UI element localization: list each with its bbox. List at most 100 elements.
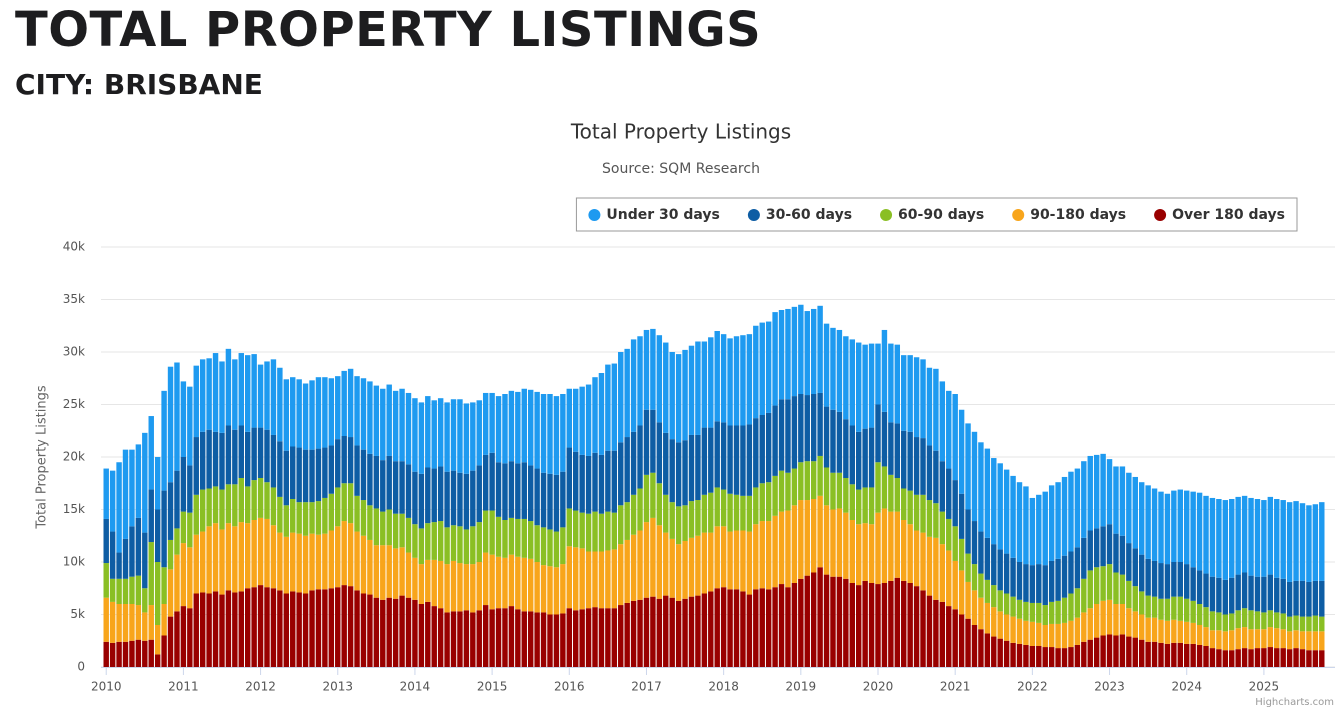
bar-segment bbox=[913, 586, 920, 667]
bar-segment bbox=[978, 573, 984, 598]
y-tick-label: 30k bbox=[63, 345, 85, 359]
bar-segment bbox=[868, 487, 875, 525]
bar-segment bbox=[437, 608, 444, 667]
bar-segment bbox=[830, 327, 836, 410]
bar-segment bbox=[463, 403, 470, 474]
bar-segment bbox=[701, 593, 708, 667]
bar-segment bbox=[315, 589, 322, 667]
bar-segment bbox=[1036, 564, 1042, 603]
bar-segment bbox=[238, 522, 244, 592]
bar-segment bbox=[1087, 608, 1093, 640]
bar-segment bbox=[688, 434, 695, 502]
bar-segment bbox=[791, 468, 798, 506]
bar-segment bbox=[1029, 646, 1036, 667]
bar-segment bbox=[270, 487, 277, 526]
bar-segment bbox=[431, 400, 437, 469]
bar-segment bbox=[810, 572, 817, 667]
bar-segment bbox=[495, 462, 502, 517]
bar-segment bbox=[167, 482, 174, 540]
bar-segment bbox=[302, 449, 309, 503]
bar-segment bbox=[843, 336, 849, 420]
bar-segment bbox=[444, 402, 450, 472]
bar-segment bbox=[875, 343, 881, 405]
bar-segment bbox=[296, 447, 302, 503]
bar-segment bbox=[984, 579, 991, 603]
bar-segment bbox=[309, 449, 315, 503]
bar-segment bbox=[933, 450, 939, 504]
bar-segment bbox=[495, 516, 502, 557]
bar-segment bbox=[109, 531, 116, 579]
bar-segment bbox=[598, 373, 605, 455]
bar-segment bbox=[1074, 588, 1081, 618]
bar-segment bbox=[971, 521, 978, 565]
bar-segment bbox=[1151, 560, 1158, 597]
bar-segment bbox=[322, 377, 328, 448]
bar-segment bbox=[733, 494, 740, 531]
bar-segment bbox=[663, 494, 669, 533]
bar-segment bbox=[1081, 612, 1087, 642]
bar-segment bbox=[450, 399, 457, 471]
bar-segment bbox=[476, 562, 482, 611]
bar-segment bbox=[1293, 501, 1299, 581]
bar-segment bbox=[933, 599, 939, 667]
bar-segment bbox=[1158, 563, 1164, 599]
bar-segment bbox=[1254, 611, 1261, 630]
bar-segment bbox=[109, 601, 116, 643]
bar-segment bbox=[952, 609, 958, 667]
bar-segment bbox=[566, 546, 573, 609]
bar-segment bbox=[991, 585, 997, 608]
bar-segment bbox=[1081, 641, 1087, 667]
bar-segment bbox=[881, 583, 888, 667]
bar-segment bbox=[1312, 580, 1319, 616]
credits[interactable]: Highcharts.com bbox=[1255, 697, 1334, 708]
bar-segment bbox=[457, 399, 463, 473]
bar-segment bbox=[1209, 648, 1216, 667]
bar-segment bbox=[573, 610, 579, 667]
bar-segment bbox=[302, 535, 309, 594]
bar-segment bbox=[830, 409, 836, 473]
bar-segment bbox=[952, 394, 958, 481]
bar-segment bbox=[888, 511, 894, 581]
bar-segment bbox=[116, 578, 122, 604]
bar-segment bbox=[521, 611, 527, 667]
x-tick-label: 2013 bbox=[322, 680, 353, 694]
bar-segment bbox=[1145, 595, 1151, 618]
bar-segment bbox=[187, 386, 193, 466]
bar-segment bbox=[335, 487, 341, 527]
bar-segment bbox=[1036, 494, 1042, 565]
bar-segment bbox=[476, 522, 482, 562]
bar-segment bbox=[656, 483, 663, 526]
bar-segment bbox=[605, 608, 611, 667]
bar-segment bbox=[309, 533, 315, 591]
bar-segment bbox=[534, 468, 540, 526]
bar-segment bbox=[958, 538, 965, 571]
bar-segment bbox=[933, 503, 939, 538]
bar-segment bbox=[315, 501, 322, 535]
bar-segment bbox=[1190, 622, 1196, 644]
bar-segment bbox=[347, 368, 354, 438]
legend-label: 90-180 days bbox=[1030, 207, 1126, 223]
bar-segment bbox=[431, 522, 437, 560]
bar-segment bbox=[708, 337, 714, 428]
bar-segment bbox=[154, 654, 161, 667]
bar-segment bbox=[1241, 648, 1248, 667]
bar-segment bbox=[765, 482, 772, 522]
bar-segment bbox=[759, 521, 765, 589]
bar-segment bbox=[965, 509, 971, 554]
bar-segment bbox=[669, 597, 675, 667]
bar-segment bbox=[817, 567, 823, 667]
bar-segment bbox=[547, 614, 553, 667]
bar-segment bbox=[103, 563, 109, 598]
bar-segment bbox=[1177, 642, 1184, 667]
bar-segment bbox=[180, 543, 187, 607]
bar-segment bbox=[1222, 579, 1229, 615]
bar-segment bbox=[142, 612, 148, 641]
bar-segment bbox=[611, 608, 618, 667]
bar-segment bbox=[592, 551, 598, 608]
bar-segment bbox=[643, 329, 650, 410]
bar-segment bbox=[283, 450, 290, 506]
bar-segment bbox=[675, 354, 682, 443]
bar-segment bbox=[875, 512, 881, 585]
bar-segment bbox=[733, 425, 740, 495]
bar-segment bbox=[901, 488, 907, 520]
